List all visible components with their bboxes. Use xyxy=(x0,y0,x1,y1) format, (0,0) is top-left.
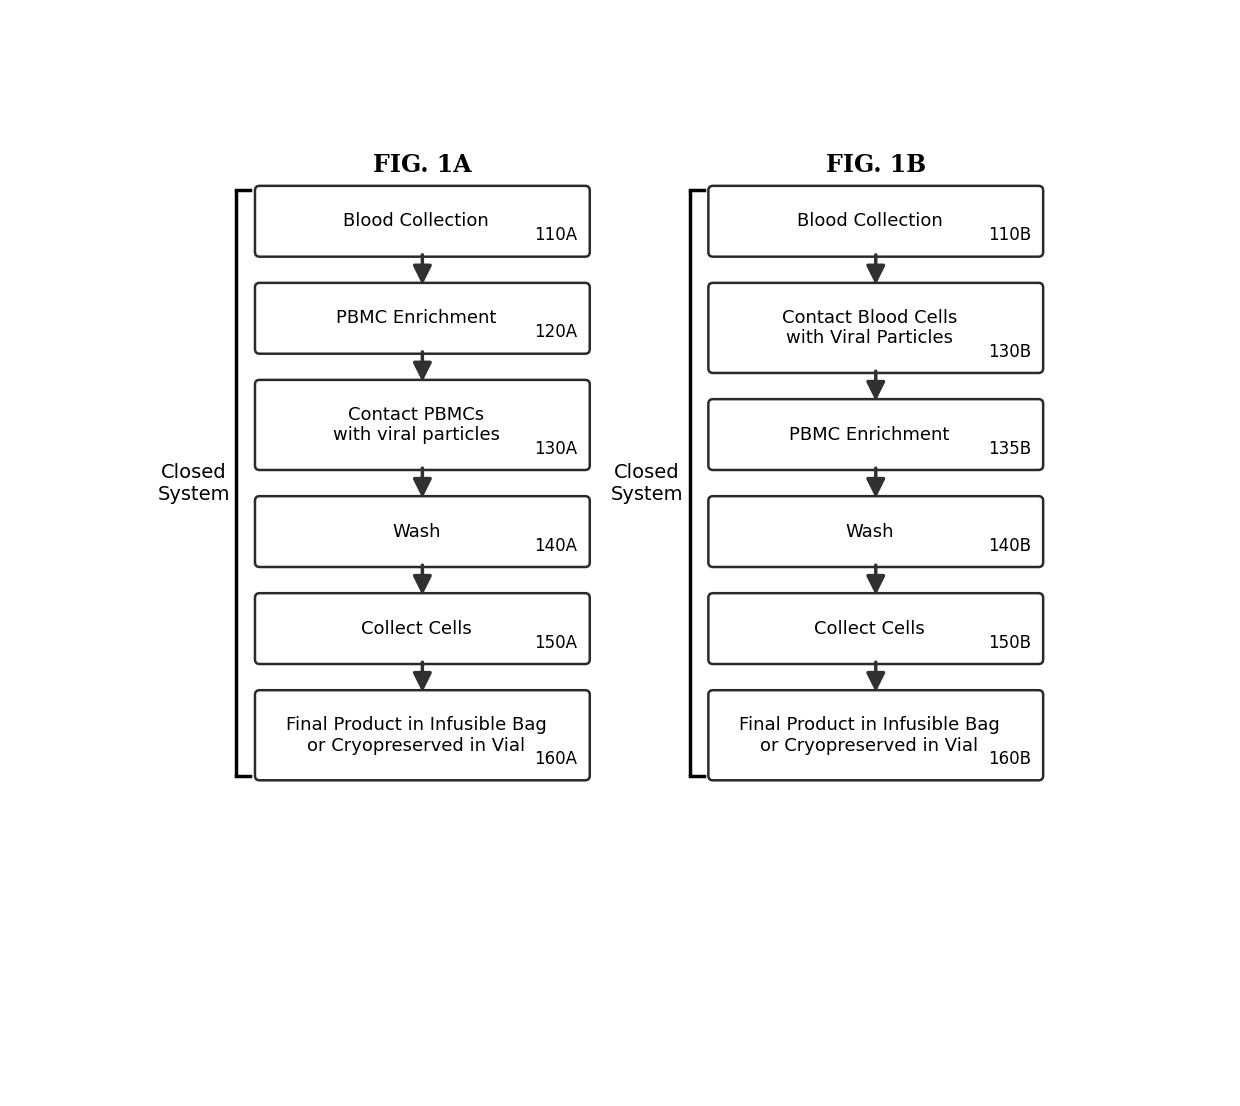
Text: Contact Blood Cells
with Viral Particles: Contact Blood Cells with Viral Particles xyxy=(782,309,957,347)
Text: FIG. 1B: FIG. 1B xyxy=(826,153,926,177)
Text: 110A: 110A xyxy=(534,227,578,244)
Text: 150A: 150A xyxy=(534,634,578,651)
FancyBboxPatch shape xyxy=(255,593,590,664)
Text: Closed
System: Closed System xyxy=(157,462,229,503)
Text: Blood Collection: Blood Collection xyxy=(343,212,489,230)
Text: 140A: 140A xyxy=(534,536,578,555)
FancyBboxPatch shape xyxy=(255,690,590,781)
Text: Final Product in Infusible Bag
or Cryopreserved in Vial: Final Product in Infusible Bag or Cryopr… xyxy=(739,716,999,754)
FancyBboxPatch shape xyxy=(255,497,590,567)
Text: Closed
System: Closed System xyxy=(611,462,683,503)
FancyBboxPatch shape xyxy=(708,399,1043,470)
Text: 160B: 160B xyxy=(988,750,1030,768)
FancyBboxPatch shape xyxy=(708,593,1043,664)
FancyBboxPatch shape xyxy=(255,379,590,470)
Text: 150B: 150B xyxy=(988,634,1030,651)
Text: Contact PBMCs
with viral particles: Contact PBMCs with viral particles xyxy=(332,406,500,445)
FancyBboxPatch shape xyxy=(255,186,590,257)
Text: 130A: 130A xyxy=(534,440,578,458)
Text: PBMC Enrichment: PBMC Enrichment xyxy=(790,426,950,444)
Text: Collect Cells: Collect Cells xyxy=(361,619,471,637)
FancyBboxPatch shape xyxy=(708,283,1043,373)
FancyBboxPatch shape xyxy=(708,186,1043,257)
Text: Wash: Wash xyxy=(392,522,440,541)
Text: FIG. 1A: FIG. 1A xyxy=(373,153,471,177)
Text: 110B: 110B xyxy=(987,227,1030,244)
Text: 160A: 160A xyxy=(534,750,578,768)
FancyBboxPatch shape xyxy=(255,283,590,354)
Text: Wash: Wash xyxy=(846,522,894,541)
Text: 135B: 135B xyxy=(987,440,1030,458)
FancyBboxPatch shape xyxy=(708,690,1043,781)
Text: 120A: 120A xyxy=(534,323,578,342)
Text: 130B: 130B xyxy=(987,343,1030,361)
Text: Final Product in Infusible Bag
or Cryopreserved in Vial: Final Product in Infusible Bag or Cryopr… xyxy=(285,716,547,754)
Text: 140B: 140B xyxy=(988,536,1030,555)
Text: Blood Collection: Blood Collection xyxy=(796,212,942,230)
Text: PBMC Enrichment: PBMC Enrichment xyxy=(336,310,496,327)
FancyBboxPatch shape xyxy=(708,497,1043,567)
Text: Collect Cells: Collect Cells xyxy=(815,619,925,637)
